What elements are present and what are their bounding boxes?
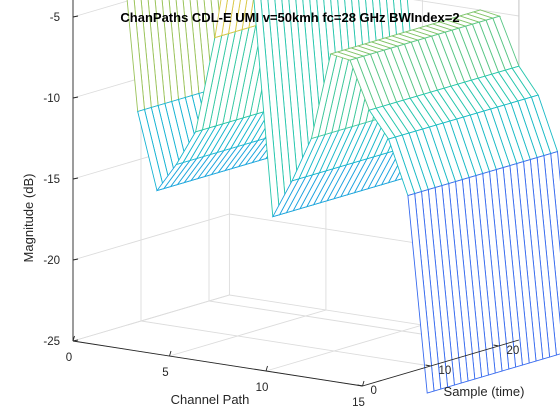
chart-title: ChanPaths CDL-E UMI v=50kmh fc=28 GHz BW… bbox=[120, 10, 459, 25]
y-tick-label: 0 bbox=[371, 385, 377, 397]
x-axis-line bbox=[72, 340, 363, 387]
z-tick-label: -5 bbox=[50, 12, 60, 24]
z-tick-mark bbox=[72, 258, 79, 261]
x-tick-mark bbox=[169, 350, 172, 357]
y-tick-label: 10 bbox=[439, 365, 452, 377]
y-axis-title: Sample (time) bbox=[444, 384, 525, 399]
z-tick-mark bbox=[72, 15, 79, 18]
x-tick-mark bbox=[265, 365, 268, 372]
x-axis-title: Channel Path bbox=[171, 392, 250, 407]
x-tick-mark bbox=[72, 335, 75, 342]
x-tick-mark bbox=[362, 380, 365, 387]
z-tick-label: -25 bbox=[43, 336, 60, 348]
y-tick-mark bbox=[493, 344, 499, 347]
y-axis-line bbox=[362, 339, 520, 387]
mesh-cell bbox=[227, 0, 241, 35]
z-gridline bbox=[72, 0, 519, 18]
z-tick-mark bbox=[72, 339, 79, 342]
x-tick-label: 0 bbox=[66, 352, 72, 364]
z-tick-mark bbox=[72, 96, 79, 99]
mesh-cell bbox=[241, 0, 254, 31]
z-axis-title: Magnitude (dB) bbox=[21, 174, 36, 263]
x-tick-label: 10 bbox=[256, 382, 269, 394]
z-tick-label: -10 bbox=[43, 93, 60, 105]
y-tick-mark bbox=[425, 364, 431, 367]
mesh-cell bbox=[407, 193, 435, 394]
mesh-cell bbox=[234, 0, 248, 33]
x-tick-label: 15 bbox=[352, 397, 365, 409]
y-tick-label: 20 bbox=[507, 345, 520, 357]
x-tick-label: 5 bbox=[162, 367, 168, 379]
z-tick-label: -15 bbox=[43, 174, 60, 186]
z-tick-label: -20 bbox=[43, 255, 60, 267]
y-tick-mark bbox=[357, 384, 363, 387]
mesh-cell bbox=[221, 0, 235, 37]
z-tick-mark bbox=[72, 177, 79, 180]
mesh-cell bbox=[214, 0, 228, 39]
